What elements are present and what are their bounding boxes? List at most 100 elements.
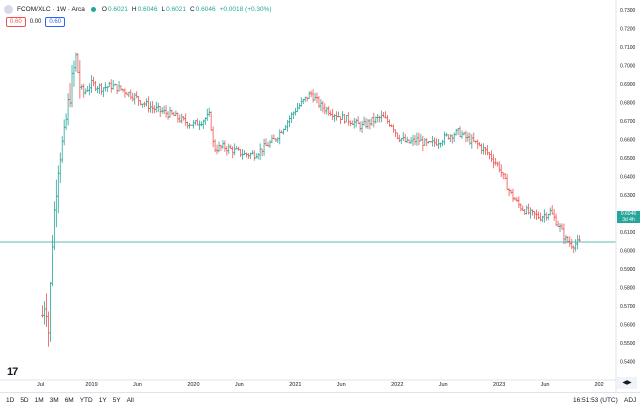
ohlc-bar (564, 235, 568, 244)
ohlc-bar (272, 134, 276, 140)
range-button-1y[interactable]: 1Y (98, 397, 107, 404)
time-axis[interactable]: Jul 2019 Jun 2020 Jun 2021 Jun 2022 Jun 2023 Jun 20… (0, 379, 616, 388)
ohlc-bar (439, 142, 442, 148)
ohlc-bar (94, 80, 97, 92)
ohlc-bar (215, 144, 219, 155)
y-tick-label: 0.6400 (620, 175, 636, 181)
ohlc-bar (88, 83, 91, 96)
ohlc-bar (515, 196, 519, 202)
ohlc-bar (223, 140, 227, 152)
ohlc-bar (347, 112, 350, 126)
range-button-5y[interactable]: 5Y (112, 397, 121, 404)
ohlc-bar (76, 53, 80, 74)
symbol-icon (4, 4, 13, 14)
buy-button[interactable]: 0.60 (45, 17, 66, 27)
ohlc-bar (258, 143, 262, 160)
ohlc-bar (319, 99, 323, 111)
close-value: 0.6046 (195, 5, 216, 13)
market-status-dot (90, 6, 96, 12)
ohlc-bar (268, 139, 272, 148)
ohlc-bar (290, 112, 293, 124)
low-label: L (161, 5, 166, 13)
ohlc-bar (378, 115, 382, 123)
price-chart[interactable]: 0.7300 0.7200 0.7100 0.7000 0.6900 0.6800 0.67… (0, 0, 640, 392)
adj-toggle[interactable]: ADJ (624, 397, 637, 404)
x-tick-label: Jun (133, 382, 142, 388)
ohlc-bar (298, 103, 301, 110)
ohlc-bar (233, 143, 236, 156)
price-axis[interactable]: 0.7300 0.7200 0.7100 0.7000 0.6900 0.6800 0.67… (615, 0, 636, 392)
ohlc-bar (574, 239, 577, 252)
x-tick-label: 2021 (289, 382, 301, 388)
ohlc-bar (92, 76, 95, 87)
ohlc-bar (352, 117, 356, 129)
scroll-to-realtime-button[interactable]: ◀▶ (617, 377, 637, 389)
ohlc-bar (413, 135, 417, 145)
high-label: H (131, 5, 137, 13)
ohlc-bar (448, 134, 452, 143)
ohlc-bar (121, 88, 125, 93)
ohlc-bar (254, 153, 258, 159)
ohlc-bar (492, 154, 495, 169)
ohlc-bar (178, 114, 182, 123)
ohlc-bar (464, 130, 468, 143)
ohlc-bar (517, 196, 521, 209)
y-tick-label: 0.5800 (620, 286, 636, 292)
ohlc-bar (382, 112, 385, 118)
ohlc-bar (552, 209, 556, 221)
range-button-1d[interactable]: 1D (6, 397, 15, 404)
ohlc-bar (358, 121, 362, 132)
ohlc-bar (296, 102, 299, 113)
ohlc-bar (550, 205, 554, 215)
range-button-all[interactable]: All (126, 397, 134, 404)
y-tick-label: 0.7000 (620, 64, 636, 70)
ohlc-bar (376, 114, 380, 123)
ohlc-bar (497, 161, 501, 173)
x-tick-label: Jun (337, 382, 346, 388)
ohlc-bar (570, 238, 574, 250)
ohlc-bar (166, 111, 170, 120)
range-button-ytd[interactable]: YTD (79, 397, 93, 404)
ohlc-bar (62, 119, 66, 146)
ohlc-bar (484, 147, 487, 155)
range-button-6m[interactable]: 6M (64, 397, 74, 404)
y-tick-label: 0.6700 (620, 119, 636, 125)
y-tick-label: 0.6000 (620, 249, 636, 255)
ohlc-bar (70, 64, 74, 108)
y-tick-label: 0.6800 (620, 101, 636, 107)
ohlc-bar (317, 96, 321, 109)
tradingview-logo-icon[interactable]: 17 (7, 366, 18, 378)
ohlc-bar (129, 89, 133, 100)
x-tick-label: 202 (594, 382, 603, 388)
ohlc-bar (356, 116, 360, 124)
ohlc-bar (415, 132, 419, 146)
ohlc-bar (115, 84, 119, 95)
ohlc-bar (548, 207, 552, 216)
x-tick-label: 2019 (85, 382, 97, 388)
sell-button[interactable]: 0.60 (6, 17, 26, 27)
symbol-title[interactable]: FCOM/XLC · 1W · Arca (17, 5, 85, 13)
ohlc-bar (345, 115, 348, 123)
ohlc-bar (554, 213, 558, 226)
ohlc-bar (100, 82, 103, 95)
ohlc-bar (380, 110, 383, 123)
clock[interactable]: 16:51:53 (UTC) (573, 397, 618, 404)
range-button-1m[interactable]: 1M (34, 397, 44, 404)
y-tick-label: 0.6900 (620, 82, 636, 88)
ohlc-bar (211, 126, 215, 148)
ohlc-bar (217, 141, 221, 153)
ohlc-bar (398, 134, 401, 143)
range-button-5d[interactable]: 5D (20, 397, 29, 404)
ohlc-bar (421, 135, 425, 152)
ohlc-bar (86, 85, 89, 92)
ohlc-bar (321, 100, 325, 113)
range-button-3m[interactable]: 3M (49, 397, 59, 404)
ohlc-bar (441, 139, 444, 147)
ohlc-bar (170, 109, 174, 115)
ohlc-bar (104, 82, 107, 92)
ohlc-bar (511, 188, 515, 202)
ohlc-bar (221, 140, 225, 149)
ohlc-bar (145, 98, 148, 107)
ohlc-bar (205, 108, 209, 121)
ohlc-bar (162, 105, 166, 115)
